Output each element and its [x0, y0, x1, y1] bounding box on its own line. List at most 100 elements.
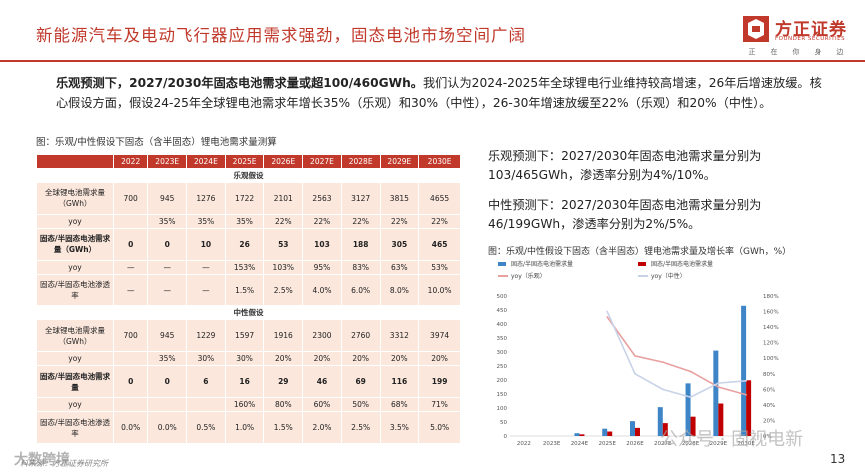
table-cell: 0.5%: [186, 411, 226, 444]
table-cell: 1916: [263, 319, 304, 353]
table-cell: —: [112, 273, 149, 307]
bar-optimistic: [574, 433, 580, 436]
y-right-tick-label: 120%: [763, 341, 779, 347]
table-cell: 30%: [224, 351, 265, 367]
table-row: 全球锂电池需求量（GWh） 700 945 1276 1722 2101 2563 3127 3…: [36, 182, 461, 215]
table-cell: 1.5%: [224, 273, 265, 307]
x-tick-label: 2029E: [710, 441, 728, 447]
table-cell: 4655: [418, 182, 461, 215]
line-point: [717, 386, 720, 388]
bar-optimistic: [602, 428, 608, 436]
y-right-tick-label: 80%: [763, 372, 775, 378]
y-left-tick-label: 350: [497, 336, 508, 342]
table-cell: 3974: [418, 319, 461, 353]
table-cell: 46: [302, 365, 342, 399]
bar-optimistic: [713, 350, 719, 436]
section-row: 乐观假设: [36, 168, 461, 183]
table-row: 固态/半固态电池需求量（GWh） 0 0 10 26 53 103 188 305 465: [36, 227, 461, 261]
summary-lead: 乐观预测下，2027/2030年固态电池需求量或超100/460GWh。: [56, 76, 423, 90]
table-cell: 22%: [263, 213, 304, 229]
y-left-tick-label: 500: [497, 294, 508, 300]
table-cell: 0: [147, 365, 188, 399]
y-right-tick-label: 20%: [763, 418, 775, 424]
header-cell: 2023E: [147, 154, 188, 169]
table-cell: 29: [263, 365, 304, 399]
x-tick-label: 2024E: [571, 441, 589, 447]
table-cell: 10.0%: [418, 273, 461, 307]
row-label: yoy: [36, 351, 114, 367]
line-point: [606, 310, 609, 313]
line-yoy-neutral: [606, 311, 747, 398]
table-cell: 60%: [302, 397, 342, 413]
y-left-tick-label: 50: [500, 420, 507, 426]
table-cell: 20%: [379, 351, 420, 367]
table-cell: 10: [186, 227, 226, 261]
watermark-source: 料来源：方正证券研究所: [20, 459, 108, 468]
x-tick-label: 2026E: [626, 441, 644, 447]
section-row: 中性假设: [36, 305, 461, 321]
line-point: [689, 396, 692, 399]
table-cell: 2563: [302, 182, 342, 215]
table-cell: 80%: [263, 397, 304, 413]
table-cell: 5.0%: [418, 411, 461, 444]
table-cell: 2300: [302, 319, 342, 353]
row-label: yoy: [36, 397, 114, 413]
table-cell: 71%: [418, 397, 461, 413]
table-cell: 8.0%: [379, 273, 420, 307]
watermark-left: 大数跨境: [14, 452, 70, 468]
y-right-tick-label: 160%: [763, 310, 779, 316]
table-cell: 3815: [379, 182, 420, 215]
slogan-char: 在: [770, 48, 778, 56]
table-cell: 1.5%: [263, 411, 304, 444]
row-label: 固态/半固态电池需求量（GWh）: [36, 227, 114, 261]
table-cell: 1597: [224, 319, 265, 353]
table-cell: 26: [224, 227, 265, 261]
watermark-right: 公众号 · 固视电新: [660, 429, 804, 450]
table-cell: 35%: [147, 351, 188, 367]
table-cell: [186, 397, 226, 413]
table-row: yoy — — —153% 103% 95% 83% 63% 53%: [36, 259, 461, 275]
summary-body: 我们认为2024-2025年全球锂电行业维持较高增速，26年后增速放缓。核心假设…: [56, 76, 822, 110]
bar-optimistic: [630, 421, 635, 436]
demand-chart: 0 50 100 150 200 250 300 350 400 450 500 0% 20% 40% 60…: [497, 260, 779, 447]
row-label: yoy: [36, 213, 114, 229]
table-cell: 1722: [224, 182, 265, 215]
y-left-tick-label: 300: [497, 350, 508, 356]
y-left-tick-label: 200: [497, 378, 508, 384]
header-cell: 2025E: [224, 154, 265, 169]
table-cell: 68%: [379, 397, 420, 413]
x-tick-label: 2022: [517, 441, 531, 447]
y-left-tick-label: 450: [497, 308, 508, 314]
table-cell: 4.0%: [302, 273, 342, 307]
table-cell: 945: [147, 182, 188, 215]
table-cell: 188: [340, 227, 381, 261]
header-cell: 2024E: [186, 154, 226, 169]
line-point: [717, 382, 720, 385]
table-cell: 103%: [263, 259, 304, 275]
table-cell: 945: [147, 319, 188, 353]
table-cell: 35%: [186, 213, 226, 229]
header-cell: 2022: [112, 154, 149, 169]
table-cell: 0: [147, 227, 188, 261]
section-title: 乐观假设: [36, 168, 461, 183]
table-cell: 20%: [302, 351, 342, 367]
line-point: [661, 361, 664, 364]
legend-swatch: [638, 262, 646, 266]
row-label: yoy: [36, 259, 114, 275]
brand-logo: 方正证券 FOUNDER SECURITIES 正 在 你 身 边: [741, 14, 851, 56]
row-label: 全球锂电池需求量（GWh）: [36, 319, 114, 353]
header-divider: [0, 60, 865, 62]
table-cell: 22%: [379, 213, 420, 229]
legend-label: yoy（中性）: [651, 272, 686, 280]
table-row: 固态/半固态电池渗透率 — — —1.5% 2.5% 4.0% 6.0% 8.0% 10.0%: [36, 273, 461, 307]
y-right-tick-label: 180%: [763, 294, 779, 300]
table-cell: —: [186, 259, 226, 275]
line-point: [634, 372, 636, 375]
table-row: yoy 35% 30% 30% 20% 20% 20% 20% 20%: [36, 351, 461, 367]
table-cell: 465: [418, 227, 461, 261]
optimistic-summary: 乐观预测下：2027/2030年固态电池需求量分别为103/465GWh，渗透率…: [488, 149, 762, 182]
table-row: 固态/半固态电池需求量 0 0 6 16 29 46 69 116 199: [36, 365, 461, 399]
table-cell: —: [147, 273, 188, 307]
table-cell: —: [112, 259, 149, 275]
row-label: 固态/半固态电池需求量: [36, 365, 114, 399]
